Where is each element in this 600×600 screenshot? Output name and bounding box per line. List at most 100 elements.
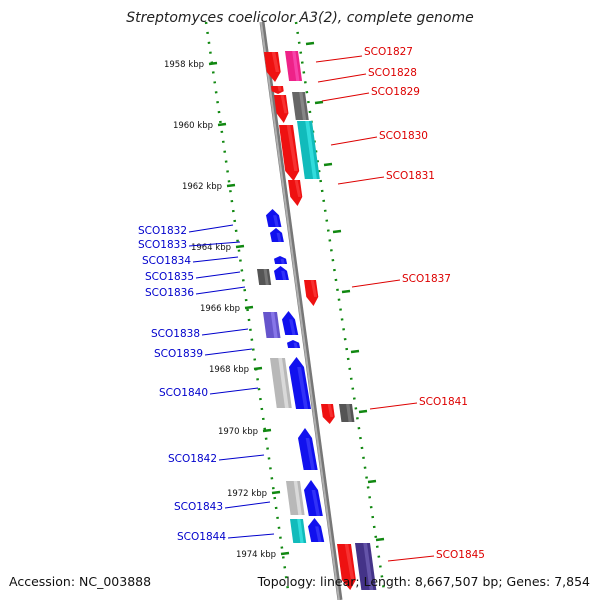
guide-tick-mark <box>350 349 360 354</box>
kbp-tick-mark <box>217 122 227 127</box>
kbp-tick-label: 1964 kbp <box>191 243 231 253</box>
gene-leader-line <box>192 256 239 263</box>
gene-glyph-reverse <box>298 428 318 470</box>
kbp-tick-label: 1970 kbp <box>218 427 258 437</box>
gene-label-sco1840[interactable]: SCO1840 <box>159 387 208 399</box>
accession-text: Accession: NC_003888 <box>9 574 152 589</box>
gene-label-sco1827[interactable]: SCO1827 <box>364 46 413 58</box>
gene-glyph-lightgray <box>286 481 305 515</box>
gene-leader-line <box>387 555 435 562</box>
guide-tick-mark <box>358 409 368 414</box>
gene-leader-line <box>227 533 275 539</box>
gene-glyph-forward <box>288 180 303 206</box>
kbp-tick-mark <box>235 244 245 249</box>
kbp-tick-label: 1960 kbp <box>173 121 213 131</box>
gene-glyph-forward <box>279 125 300 181</box>
kbp-tick-label: 1974 kbp <box>236 550 276 560</box>
gene-label-sco1828[interactable]: SCO1828 <box>368 67 417 79</box>
gene-label-sco1833[interactable]: SCO1833 <box>138 239 187 251</box>
gene-glyph-forward <box>304 280 319 306</box>
gene-label-sco1831[interactable]: SCO1831 <box>386 170 435 182</box>
gene-leader-line <box>195 271 241 279</box>
gene-glyph-purple <box>263 312 281 338</box>
gene-leader-line <box>188 224 234 233</box>
gene-glyph-reverse <box>304 480 323 516</box>
gene-glyph-purple <box>355 543 377 590</box>
gene-leader-line <box>204 348 253 356</box>
gene-glyph-gray <box>339 404 355 422</box>
gene-glyph-forward <box>274 95 289 123</box>
kbp-tick-mark <box>262 428 272 433</box>
gene-leader-line <box>224 501 271 509</box>
kbp-tick-label: 1968 kbp <box>209 365 249 375</box>
guide-tick-mark <box>341 289 351 294</box>
kbp-tick-mark <box>271 490 281 495</box>
gene-glyph-reverse <box>287 340 301 348</box>
gene-glyph-cyan <box>290 519 307 543</box>
gene-leader-line <box>315 55 363 63</box>
gene-label-sco1837[interactable]: SCO1837 <box>402 273 451 285</box>
gene-leader-line <box>369 402 418 410</box>
gene-leader-line <box>317 73 367 83</box>
gene-label-sco1835[interactable]: SCO1835 <box>145 271 194 283</box>
gene-label-sco1829[interactable]: SCO1829 <box>371 86 420 98</box>
gene-label-sco1839[interactable]: SCO1839 <box>154 348 203 360</box>
gene-leader-line <box>337 176 385 185</box>
gene-leader-line <box>351 279 401 288</box>
gene-glyph-gray <box>257 269 272 285</box>
gene-glyph-reverse <box>266 209 282 227</box>
kbp-tick-mark <box>244 305 254 310</box>
kbp-tick-mark <box>208 61 218 66</box>
guide-tick-mark <box>323 162 333 167</box>
gene-label-sco1845[interactable]: SCO1845 <box>436 549 485 561</box>
gene-label-sco1832[interactable]: SCO1832 <box>138 225 187 237</box>
gene-glyph-reverse <box>282 311 299 335</box>
gene-glyph-reverse <box>274 266 289 280</box>
gene-leader-line <box>201 328 249 336</box>
gene-glyph-gray <box>292 92 309 120</box>
gene-glyph-forward <box>321 404 335 424</box>
gene-glyph-pink <box>285 51 303 81</box>
gene-leader-line <box>209 387 259 395</box>
genome-summary-text: Topology: linear; Length: 8,667,507 bp; … <box>257 574 590 589</box>
gene-leader-line <box>195 286 246 295</box>
gene-label-sco1841[interactable]: SCO1841 <box>419 396 468 408</box>
kbp-tick-label: 1958 kbp <box>164 60 204 70</box>
kbp-tick-mark <box>253 366 263 371</box>
guide-tick-mark <box>375 537 385 542</box>
kbp-tick-label: 1966 kbp <box>200 304 240 314</box>
gene-glyph-forward <box>337 544 356 590</box>
gene-leader-line <box>188 241 241 247</box>
gene-leader-line <box>321 92 370 102</box>
gene-glyphs <box>257 51 377 590</box>
gene-glyph-reverse <box>289 357 312 409</box>
gene-label-sco1836[interactable]: SCO1836 <box>145 287 194 299</box>
guide-tick-mark <box>367 479 377 484</box>
gene-label-sco1834[interactable]: SCO1834 <box>142 255 191 267</box>
gene-glyph-reverse <box>274 256 288 264</box>
gene-glyph-forward <box>264 52 281 82</box>
gene-glyph-cyan <box>297 121 320 179</box>
right-ticks <box>305 41 385 542</box>
gene-label-sco1838[interactable]: SCO1838 <box>151 328 200 340</box>
gene-leader-line <box>218 454 265 461</box>
kbp-ticks: 1958 kbp 1960 kbp 1962 kbp 1964 kbp 1966 kbp… <box>164 60 290 560</box>
gene-label-sco1830[interactable]: SCO1830 <box>379 130 428 142</box>
gene-glyph-lightgray <box>270 358 292 408</box>
kbp-tick-label: 1972 kbp <box>227 489 267 499</box>
gene-glyph-forward <box>271 86 284 94</box>
guide-tick-mark <box>314 100 324 105</box>
kbp-tick-mark <box>226 183 236 188</box>
gene-label-sco1843[interactable]: SCO1843 <box>174 501 223 513</box>
gene-glyph-reverse <box>270 228 284 242</box>
gene-label-sco1844[interactable]: SCO1844 <box>177 531 226 543</box>
page-title: Streptomyces coelicolor A3(2), complete … <box>126 10 474 26</box>
kbp-tick-label: 1962 kbp <box>182 182 222 192</box>
gene-glyph-reverse <box>308 518 325 542</box>
gene-leader-line <box>330 136 378 146</box>
gene-label-sco1842[interactable]: SCO1842 <box>168 453 217 465</box>
gene-labels: SCO1827 SCO1828 SCO1829 SCO1830 SCO1831 SCO18… <box>138 46 485 562</box>
kbp-tick-mark <box>280 551 290 556</box>
